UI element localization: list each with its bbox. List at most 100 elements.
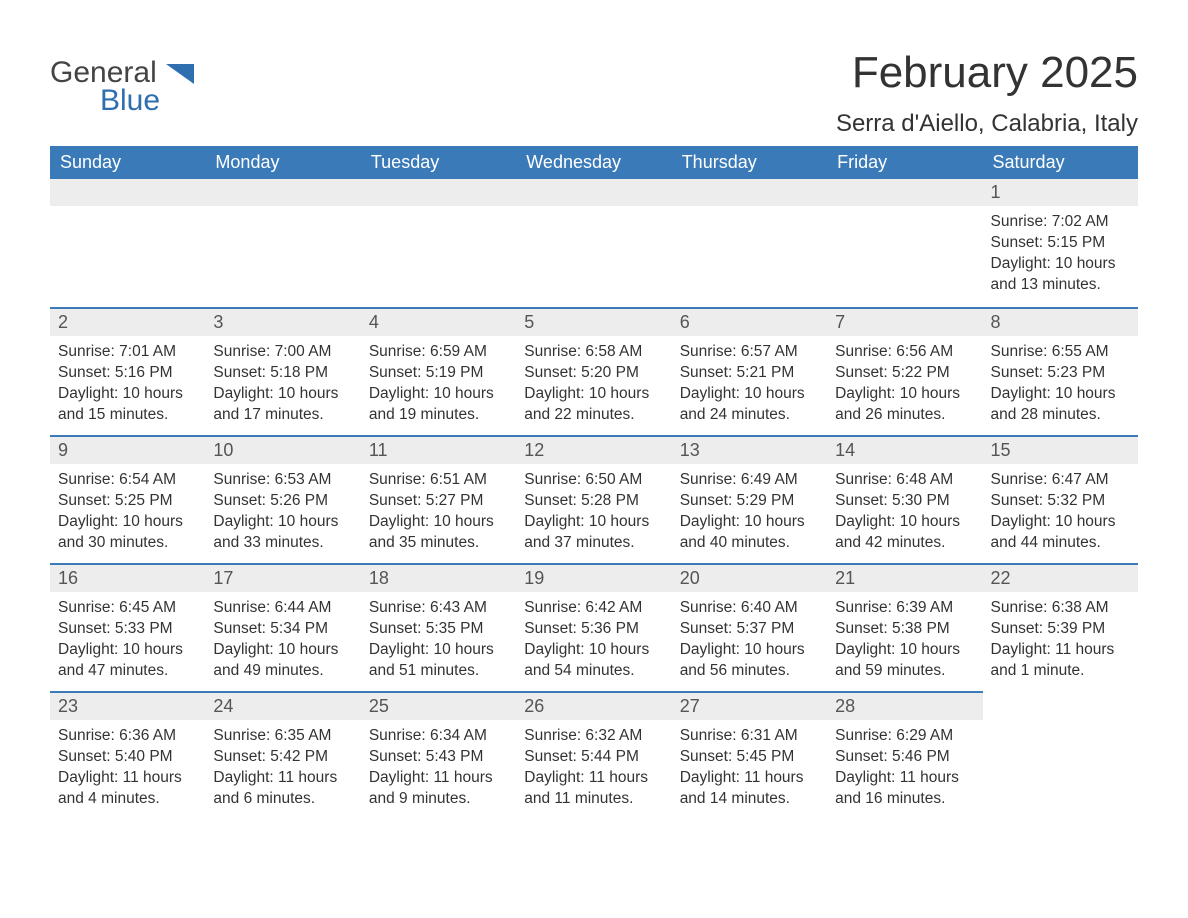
day-number-strip — [827, 179, 982, 206]
sunset-line: Sunset: 5:38 PM — [835, 619, 974, 640]
calendar-table: Sunday Monday Tuesday Wednesday Thursday… — [50, 146, 1138, 819]
day-number-strip — [50, 179, 205, 206]
day-body: Sunrise: 6:55 AMSunset: 5:23 PMDaylight:… — [983, 336, 1138, 434]
sunset-line: Sunset: 5:32 PM — [991, 491, 1130, 512]
daylight-line: Daylight: 10 hours and 19 minutes. — [369, 384, 508, 426]
daylight-line: Daylight: 10 hours and 49 minutes. — [213, 640, 352, 682]
day-number-strip: 21 — [827, 563, 982, 592]
page-header: General Blue February 2025 Serra d'Aiell… — [50, 50, 1138, 138]
day-body: Sunrise: 6:51 AMSunset: 5:27 PMDaylight:… — [361, 464, 516, 562]
day-body — [205, 206, 360, 220]
day-body: Sunrise: 6:44 AMSunset: 5:34 PMDaylight:… — [205, 592, 360, 690]
day-body: Sunrise: 6:45 AMSunset: 5:33 PMDaylight:… — [50, 592, 205, 690]
day-number-strip: 3 — [205, 307, 360, 336]
day-number: 26 — [516, 693, 671, 720]
calendar-cell: 22Sunrise: 6:38 AMSunset: 5:39 PMDayligh… — [983, 563, 1138, 691]
day-number: 18 — [361, 565, 516, 592]
sunrise-line: Sunrise: 6:51 AM — [369, 470, 508, 491]
day-body: Sunrise: 6:49 AMSunset: 5:29 PMDaylight:… — [672, 464, 827, 562]
sunrise-line: Sunrise: 6:45 AM — [58, 598, 197, 619]
sunrise-line: Sunrise: 6:40 AM — [680, 598, 819, 619]
day-body: Sunrise: 6:35 AMSunset: 5:42 PMDaylight:… — [205, 720, 360, 818]
day-number: 17 — [205, 565, 360, 592]
sunrise-line: Sunrise: 6:36 AM — [58, 726, 197, 747]
sunset-line: Sunset: 5:46 PM — [835, 747, 974, 768]
day-number — [827, 179, 982, 206]
sunset-line: Sunset: 5:18 PM — [213, 363, 352, 384]
day-number-strip: 9 — [50, 435, 205, 464]
day-number-strip: 14 — [827, 435, 982, 464]
day-number-strip: 13 — [672, 435, 827, 464]
sunrise-line: Sunrise: 6:56 AM — [835, 342, 974, 363]
daylight-line: Daylight: 10 hours and 40 minutes. — [680, 512, 819, 554]
sunset-line: Sunset: 5:22 PM — [835, 363, 974, 384]
calendar-cell: 27Sunrise: 6:31 AMSunset: 5:45 PMDayligh… — [672, 691, 827, 819]
daylight-line: Daylight: 11 hours and 1 minute. — [991, 640, 1130, 682]
day-number: 5 — [516, 309, 671, 336]
day-body — [827, 206, 982, 220]
calendar-row: 23Sunrise: 6:36 AMSunset: 5:40 PMDayligh… — [50, 691, 1138, 819]
day-number: 14 — [827, 437, 982, 464]
calendar-row: 2Sunrise: 7:01 AMSunset: 5:16 PMDaylight… — [50, 307, 1138, 435]
sunrise-line: Sunrise: 6:50 AM — [524, 470, 663, 491]
sunrise-line: Sunrise: 6:53 AM — [213, 470, 352, 491]
day-body: Sunrise: 6:58 AMSunset: 5:20 PMDaylight:… — [516, 336, 671, 434]
calendar-cell — [983, 691, 1138, 819]
calendar-row: 9Sunrise: 6:54 AMSunset: 5:25 PMDaylight… — [50, 435, 1138, 563]
day-number-strip — [361, 179, 516, 206]
calendar-cell: 11Sunrise: 6:51 AMSunset: 5:27 PMDayligh… — [361, 435, 516, 563]
day-number-strip: 22 — [983, 563, 1138, 592]
day-body: Sunrise: 6:54 AMSunset: 5:25 PMDaylight:… — [50, 464, 205, 562]
calendar-cell — [516, 179, 671, 307]
sunset-line: Sunset: 5:20 PM — [524, 363, 663, 384]
sunrise-line: Sunrise: 6:31 AM — [680, 726, 819, 747]
day-number: 10 — [205, 437, 360, 464]
daylight-line: Daylight: 11 hours and 11 minutes. — [524, 768, 663, 810]
calendar-cell: 23Sunrise: 6:36 AMSunset: 5:40 PMDayligh… — [50, 691, 205, 819]
calendar-cell: 9Sunrise: 6:54 AMSunset: 5:25 PMDaylight… — [50, 435, 205, 563]
day-number — [672, 179, 827, 206]
day-number: 6 — [672, 309, 827, 336]
day-body: Sunrise: 6:56 AMSunset: 5:22 PMDaylight:… — [827, 336, 982, 434]
sunrise-line: Sunrise: 6:34 AM — [369, 726, 508, 747]
day-number-strip: 28 — [827, 691, 982, 720]
day-number: 19 — [516, 565, 671, 592]
day-number-strip: 6 — [672, 307, 827, 336]
sunset-line: Sunset: 5:15 PM — [991, 233, 1130, 254]
daylight-line: Daylight: 11 hours and 6 minutes. — [213, 768, 352, 810]
calendar-cell: 1Sunrise: 7:02 AMSunset: 5:15 PMDaylight… — [983, 179, 1138, 307]
sunrise-line: Sunrise: 7:00 AM — [213, 342, 352, 363]
day-number-strip: 12 — [516, 435, 671, 464]
day-number-strip — [983, 691, 1138, 720]
logo-text-block: General Blue — [50, 58, 160, 116]
sunset-line: Sunset: 5:27 PM — [369, 491, 508, 512]
sunset-line: Sunset: 5:40 PM — [58, 747, 197, 768]
sunset-line: Sunset: 5:45 PM — [680, 747, 819, 768]
day-number-strip: 15 — [983, 435, 1138, 464]
calendar-cell: 13Sunrise: 6:49 AMSunset: 5:29 PMDayligh… — [672, 435, 827, 563]
day-number: 16 — [50, 565, 205, 592]
sunset-line: Sunset: 5:37 PM — [680, 619, 819, 640]
sunset-line: Sunset: 5:23 PM — [991, 363, 1130, 384]
daylight-line: Daylight: 10 hours and 35 minutes. — [369, 512, 508, 554]
day-body: Sunrise: 6:31 AMSunset: 5:45 PMDaylight:… — [672, 720, 827, 818]
location-label: Serra d'Aiello, Calabria, Italy — [836, 110, 1138, 138]
sunset-line: Sunset: 5:28 PM — [524, 491, 663, 512]
day-body: Sunrise: 6:53 AMSunset: 5:26 PMDaylight:… — [205, 464, 360, 562]
day-body: Sunrise: 6:57 AMSunset: 5:21 PMDaylight:… — [672, 336, 827, 434]
day-body — [672, 206, 827, 220]
day-number-strip — [672, 179, 827, 206]
day-body: Sunrise: 6:48 AMSunset: 5:30 PMDaylight:… — [827, 464, 982, 562]
day-body: Sunrise: 6:39 AMSunset: 5:38 PMDaylight:… — [827, 592, 982, 690]
sunset-line: Sunset: 5:21 PM — [680, 363, 819, 384]
calendar-cell: 12Sunrise: 6:50 AMSunset: 5:28 PMDayligh… — [516, 435, 671, 563]
day-number-strip: 4 — [361, 307, 516, 336]
day-number — [516, 179, 671, 206]
calendar-cell: 20Sunrise: 6:40 AMSunset: 5:37 PMDayligh… — [672, 563, 827, 691]
daylight-line: Daylight: 10 hours and 47 minutes. — [58, 640, 197, 682]
day-number-strip: 7 — [827, 307, 982, 336]
daylight-line: Daylight: 10 hours and 59 minutes. — [835, 640, 974, 682]
daylight-line: Daylight: 10 hours and 15 minutes. — [58, 384, 197, 426]
day-body: Sunrise: 6:34 AMSunset: 5:43 PMDaylight:… — [361, 720, 516, 818]
weekday-header: Saturday — [983, 146, 1138, 179]
